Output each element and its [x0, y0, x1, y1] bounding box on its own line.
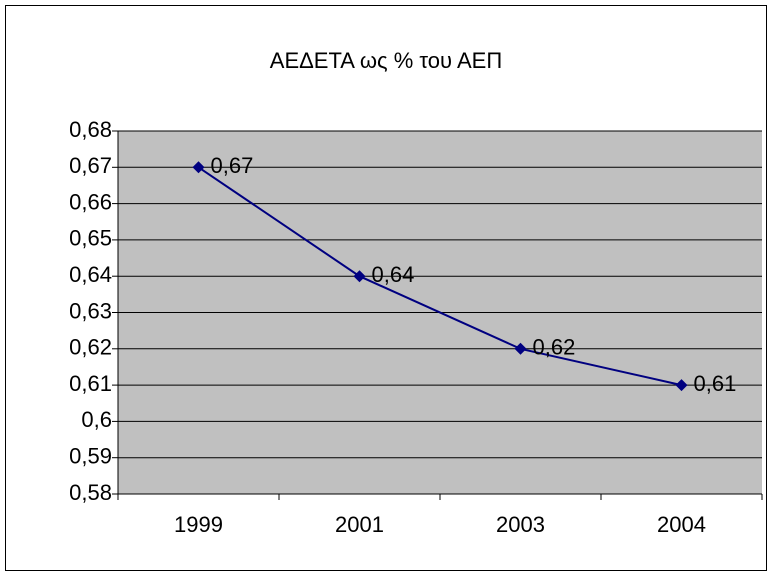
y-tick-label: 0,62: [69, 335, 112, 360]
y-tick-label: 0,6: [81, 407, 112, 432]
data-label: 0,64: [372, 262, 415, 287]
x-tick-label: 2003: [496, 512, 545, 537]
y-tick-label: 0,67: [69, 153, 112, 178]
data-marker: [514, 342, 527, 355]
data-marker: [675, 379, 688, 392]
y-tick-label: 0,64: [69, 262, 112, 287]
chart-title: ΑΕΔΕΤΑ ως % του ΑΕΠ: [270, 48, 502, 73]
data-label: 0,62: [533, 335, 576, 360]
y-tick-label: 0,65: [69, 226, 112, 251]
y-tick-label: 0,58: [69, 480, 112, 505]
y-tick-label: 0,68: [69, 117, 112, 142]
data-marker: [353, 270, 366, 283]
data-marker: [192, 161, 205, 174]
data-label: 0,67: [211, 153, 254, 178]
data-label: 0,61: [694, 371, 737, 396]
x-tick-label: 2004: [657, 512, 706, 537]
y-tick-label: 0,66: [69, 189, 112, 214]
data-line: [197, 166, 682, 387]
y-tick-label: 0,63: [69, 298, 112, 323]
y-tick-label: 0,59: [69, 444, 112, 469]
x-tick-label: 1999: [174, 512, 223, 537]
x-tick-label: 2001: [335, 512, 384, 537]
y-tick-label: 0,61: [69, 371, 112, 396]
